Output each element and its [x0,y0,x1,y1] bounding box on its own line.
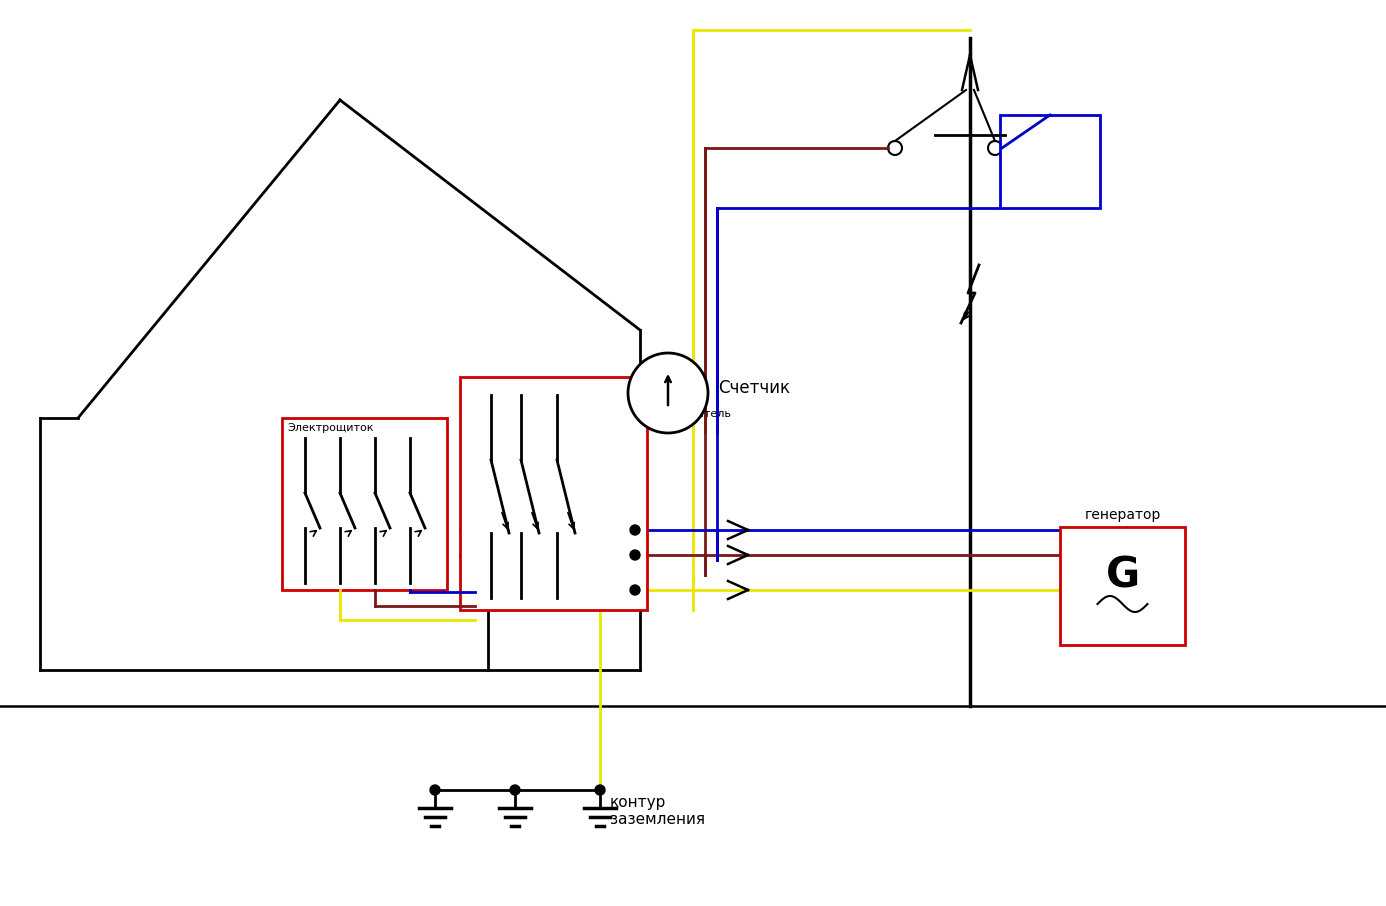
Text: Счетчик: Счетчик [718,379,790,397]
Text: Электрощиток: Электрощиток [287,423,373,433]
Circle shape [988,141,1002,155]
Text: контур
заземления: контур заземления [610,795,705,827]
Bar [1001,115,1100,208]
Bar [460,377,647,610]
Circle shape [628,353,708,433]
Text: вводной
выключатель: вводной выключатель [651,397,730,419]
Bar [281,418,448,590]
Circle shape [631,585,640,595]
Circle shape [888,141,902,155]
Circle shape [631,525,640,535]
Circle shape [430,785,439,795]
Circle shape [595,785,606,795]
Text: генератор: генератор [1084,508,1160,522]
Circle shape [510,785,520,795]
Circle shape [631,550,640,560]
Bar [1060,527,1185,645]
Text: G: G [1106,555,1139,597]
